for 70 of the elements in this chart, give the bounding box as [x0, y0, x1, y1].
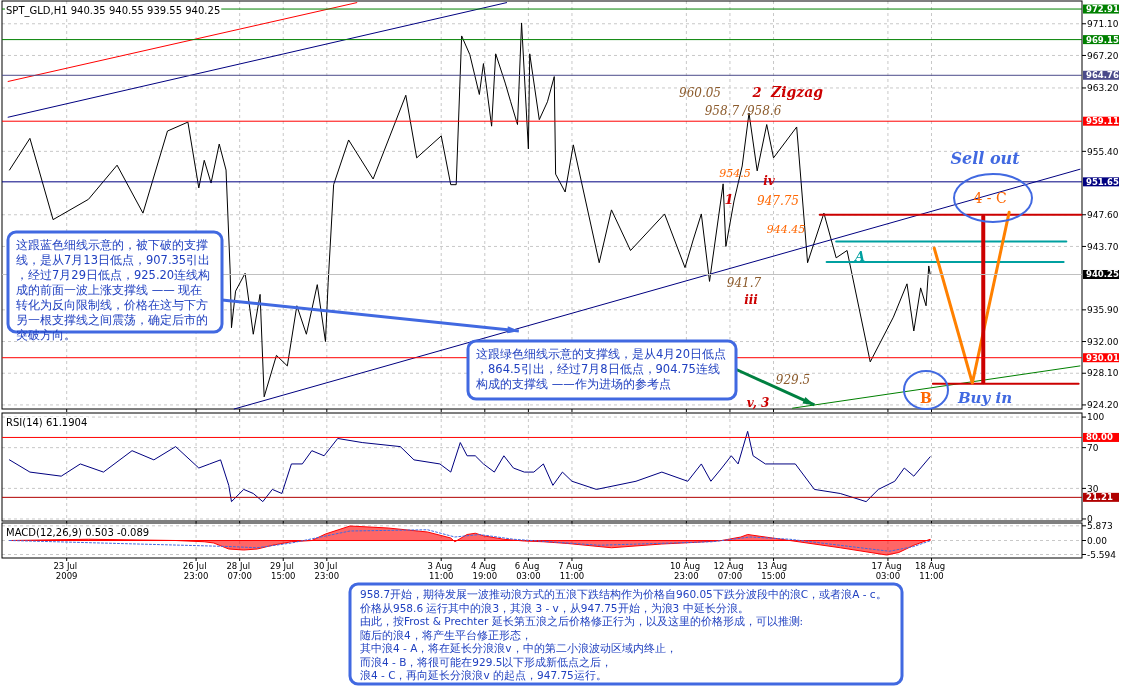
y-tick-label: 955.40: [1087, 146, 1119, 157]
text: 其中浪4 - A，将在延长分浪浪v，中的第二小浪波动区域内终止，: [360, 642, 677, 654]
y-tick-label: 971.10: [1087, 18, 1119, 29]
y-tick-label: 963.20: [1087, 83, 1119, 94]
y-tick-label: 100: [1087, 412, 1105, 423]
ref-line-label: 940.25: [1086, 269, 1119, 280]
y-tick-label: 967.20: [1087, 50, 1119, 61]
x-tick-label: 3 Aug 11:00: [427, 561, 455, 581]
chart-title: SPT_GLD,H1 940.35 940.55 939.55 940.25: [6, 5, 221, 17]
text: 958.7开始，期待发展一波推动浪方式的五浪下跌结构作为价格自960.05下跌分波段中的浪C，或者浪A - c。: [360, 588, 887, 600]
ref-line: 959.11: [1, 116, 1119, 127]
ref-line-label: 972.91: [1086, 4, 1119, 15]
text: 由此，按Frost & Prechter 延长第五浪之后价格修正行为，以及这里的价格形成，可以推测:: [360, 615, 804, 627]
ref-line: 964.76: [1, 70, 1119, 81]
annotation: Buy in: [956, 389, 1013, 407]
y-tick-label: 947.60: [1087, 209, 1119, 220]
text: 随后的浪4，将产生平台修正形态，: [360, 628, 532, 641]
annotation: v, 3: [746, 396, 770, 410]
text: 而浪4 - B，将很可能在929.5以下形成新低点之后，: [360, 655, 613, 668]
annotation: Sell out: [950, 148, 1021, 168]
x-tick-label: 29 Jul 15:00: [269, 561, 297, 581]
x-tick-label: 18 Aug 11:00: [915, 561, 948, 581]
y-tick-label: 943.70: [1087, 241, 1119, 252]
y-tick-label: 935.90: [1087, 305, 1119, 316]
annotation: 947.75: [757, 194, 799, 208]
ref-line-label: 21.21: [1086, 492, 1113, 503]
x-tick-label: 28 Jul 07:00: [226, 561, 253, 581]
y-tick-label: 0.00: [1087, 535, 1108, 546]
annotation: iii: [744, 293, 759, 307]
annotation: B: [920, 390, 933, 406]
y-tick-label: -5.594: [1087, 549, 1117, 560]
ref-line-label: 969.15: [1086, 34, 1119, 45]
y-tick-label: 924.20: [1087, 400, 1119, 411]
ref-line-label: 930.01: [1086, 352, 1119, 363]
y-tick-label: 928.10: [1087, 368, 1119, 379]
y-tick-label: 70: [1087, 442, 1099, 453]
y-tick-label: 30: [1087, 483, 1099, 494]
x-tick-label: 13 Aug 15:00: [757, 561, 790, 581]
text: 价格从958.6 运行其中的浪3，其浪 3 - v，从947.75开始，为浪3 中延长分浪。: [359, 601, 749, 614]
ref-line-label: 964.76: [1086, 70, 1119, 81]
annotation: 954.5: [719, 166, 751, 180]
text: 浪4 - C，再向延长分浪浪v 的起点，947.75运行。: [360, 669, 607, 681]
annotation: 960.05: [679, 86, 721, 100]
chart-title: MACD(12,26,9) 0.503 -0.089: [6, 527, 150, 538]
annotation: 944.45: [766, 222, 806, 236]
annotation: 929.5: [775, 373, 811, 387]
x-tick-label: 12 Aug 07:00: [713, 561, 747, 581]
x-tick-label: 7 Aug 11:00: [558, 561, 586, 581]
x-tick-label: 10 Aug 23:00: [669, 561, 703, 581]
annotation: 1: [724, 191, 734, 207]
annotation: 这跟绿色细线示意的支撑线，是从4月20日低点，864.5引出，经过7月8日低点，904.75连线构成的支撑线 ——作为进场的参考点: [475, 347, 726, 391]
ref-line: 969.15: [1, 34, 1119, 45]
ref-line: 80.00: [1, 432, 1119, 443]
x-tick-label: 6 Aug 03:00: [514, 561, 543, 581]
ref-line-label: 959.11: [1086, 116, 1119, 127]
annotation: Zigzag: [769, 84, 824, 100]
ref-line-label: 951.65: [1086, 176, 1119, 187]
annotation: 2: [751, 84, 762, 100]
x-tick-label: 26 Jul 23:00: [182, 561, 210, 581]
annotation: 958.7 /958.6: [704, 104, 782, 118]
ref-line-label: 80.00: [1086, 432, 1113, 443]
x-tick-label: 4 Aug 19:00: [471, 561, 499, 581]
chart-title: RSI(14) 61.1904: [6, 417, 88, 428]
x-tick-label: 23 Jul 2009: [53, 561, 80, 581]
y-tick-label: 932.00: [1087, 336, 1119, 347]
x-tick-label: 30 Jul 23:00: [313, 561, 341, 581]
x-tick-label: 17 Aug 03:00: [871, 561, 905, 581]
ref-line: 21.21: [1, 492, 1119, 503]
annotation: A: [852, 248, 866, 264]
annotation: 941.7: [726, 276, 762, 290]
